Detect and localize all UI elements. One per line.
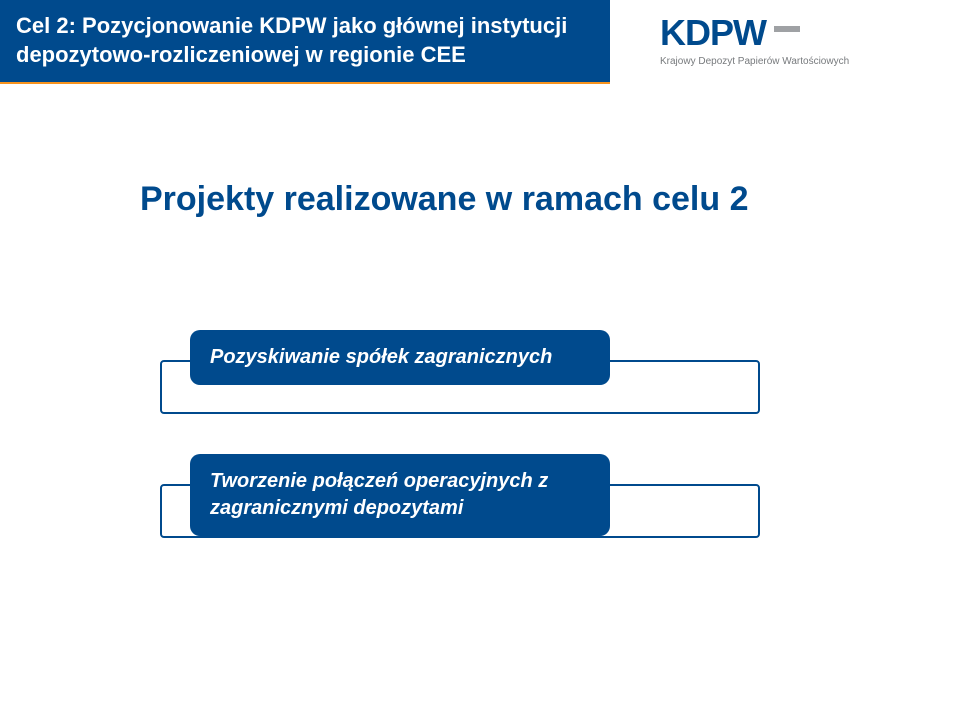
logo-subtitle: Krajowy Depozyt Papierów Wartościowych bbox=[660, 56, 940, 67]
accent-bar bbox=[0, 82, 610, 84]
project-box-label: Pozyskiwanie spółek zagranicznych bbox=[190, 330, 610, 385]
kdpw-logo: KDPW Krajowy Depozyt Papierów Wartościow… bbox=[660, 12, 940, 67]
logo-underscore-icon bbox=[774, 26, 800, 32]
project-box-label: Tworzenie połączeń operacyjnych z zagran… bbox=[190, 454, 610, 536]
logo-row: KDPW bbox=[660, 12, 940, 54]
project-box-1: Pozyskiwanie spółek zagranicznych bbox=[160, 330, 760, 385]
section-heading: Projekty realizowane w ramach celu 2 bbox=[140, 180, 749, 219]
slide-title: Cel 2: Pozycjonowanie KDPW jako głównej … bbox=[16, 12, 594, 69]
slide-title-bar: Cel 2: Pozycjonowanie KDPW jako głównej … bbox=[0, 0, 610, 82]
project-box-2: Tworzenie połączeń operacyjnych z zagran… bbox=[160, 454, 760, 536]
logo-text: KDPW bbox=[660, 12, 766, 54]
